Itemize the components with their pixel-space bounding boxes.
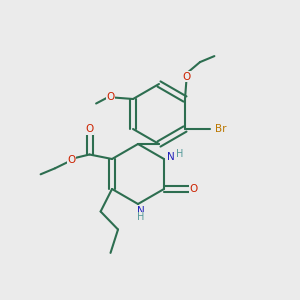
Text: H: H [137, 212, 145, 222]
Text: O: O [68, 155, 76, 165]
Text: O: O [190, 184, 198, 194]
Text: N: N [137, 206, 145, 216]
Text: O: O [182, 71, 190, 82]
Text: H: H [176, 148, 183, 159]
Text: Br: Br [215, 124, 227, 134]
Text: O: O [85, 124, 94, 134]
Text: N: N [167, 152, 175, 162]
Text: O: O [106, 92, 115, 103]
